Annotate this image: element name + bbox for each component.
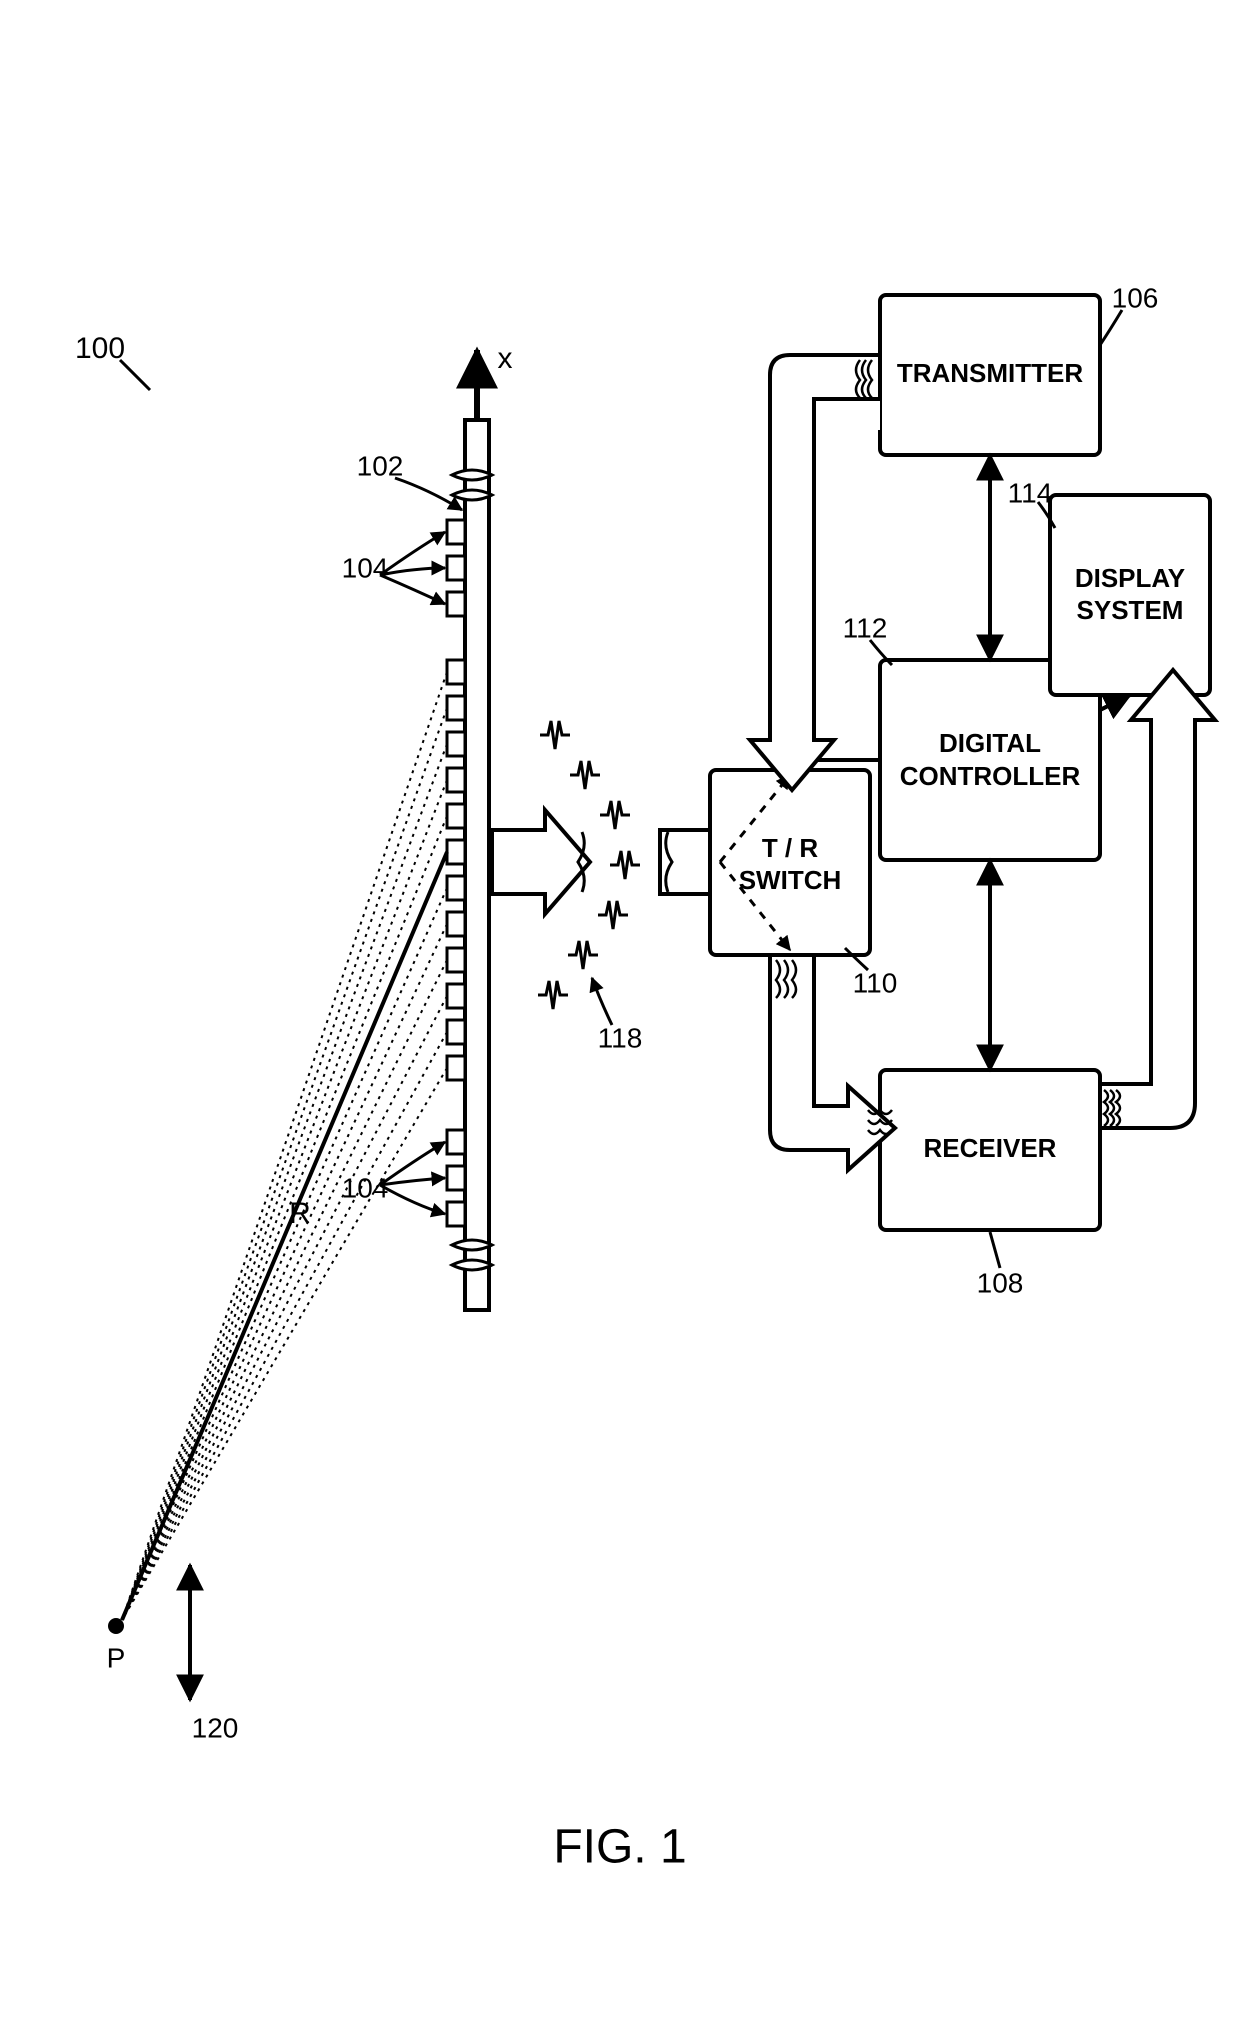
ref-104-bottom: 104 [342,1172,389,1203]
beam-rays [122,672,447,1620]
point-p [108,1618,124,1634]
ref-106-leader [1100,310,1122,345]
hollow-arrow-array-out [492,810,590,914]
ref-100: 100 [75,332,125,365]
ref-100-tick [120,360,150,390]
display-label-l2: SYSTEM [1077,595,1184,625]
center-ray [122,852,447,1620]
arrow-controller-to-display [1100,695,1130,710]
ref-112: 112 [843,612,888,643]
ref-106: 106 [1112,282,1159,313]
point-p-label: P [107,1642,126,1673]
hollow-arrow-tx-to-switch [750,345,880,790]
ref-110: 110 [853,967,898,998]
ref-102: 102 [357,450,404,481]
figure-caption: FIG. 1 [553,1821,686,1874]
ref-118-leader [592,978,612,1025]
hollow-arrow-rx-to-display [1100,670,1215,1128]
ref-104-top: 104 [342,552,389,583]
controller-label-l2: CONTROLLER [900,761,1081,791]
display-label-l1: DISPLAY [1075,563,1185,593]
switch-label-l1: T / R [762,833,819,863]
ref-118: 118 [598,1022,643,1053]
receiver-label: RECEIVER [924,1133,1057,1163]
x-axis-label: x [498,342,513,375]
ref-120: 120 [192,1712,239,1743]
transducer-array [447,420,492,1310]
ref-108: 108 [977,1267,1024,1298]
switch-label-l2: SWITCH [739,865,842,895]
figure-svg: FIG. 1 P 120 [0,0,1240,2027]
ref-104-top-leaders [380,532,445,604]
range-label: R [289,1197,311,1230]
transmitter-label: TRANSMITTER [897,358,1084,388]
ref-108-leader [990,1232,1000,1268]
ref-114: 114 [1008,477,1053,508]
ref-104-bottom-leaders [380,1142,445,1214]
controller-label-l1: DIGITAL [939,728,1041,758]
